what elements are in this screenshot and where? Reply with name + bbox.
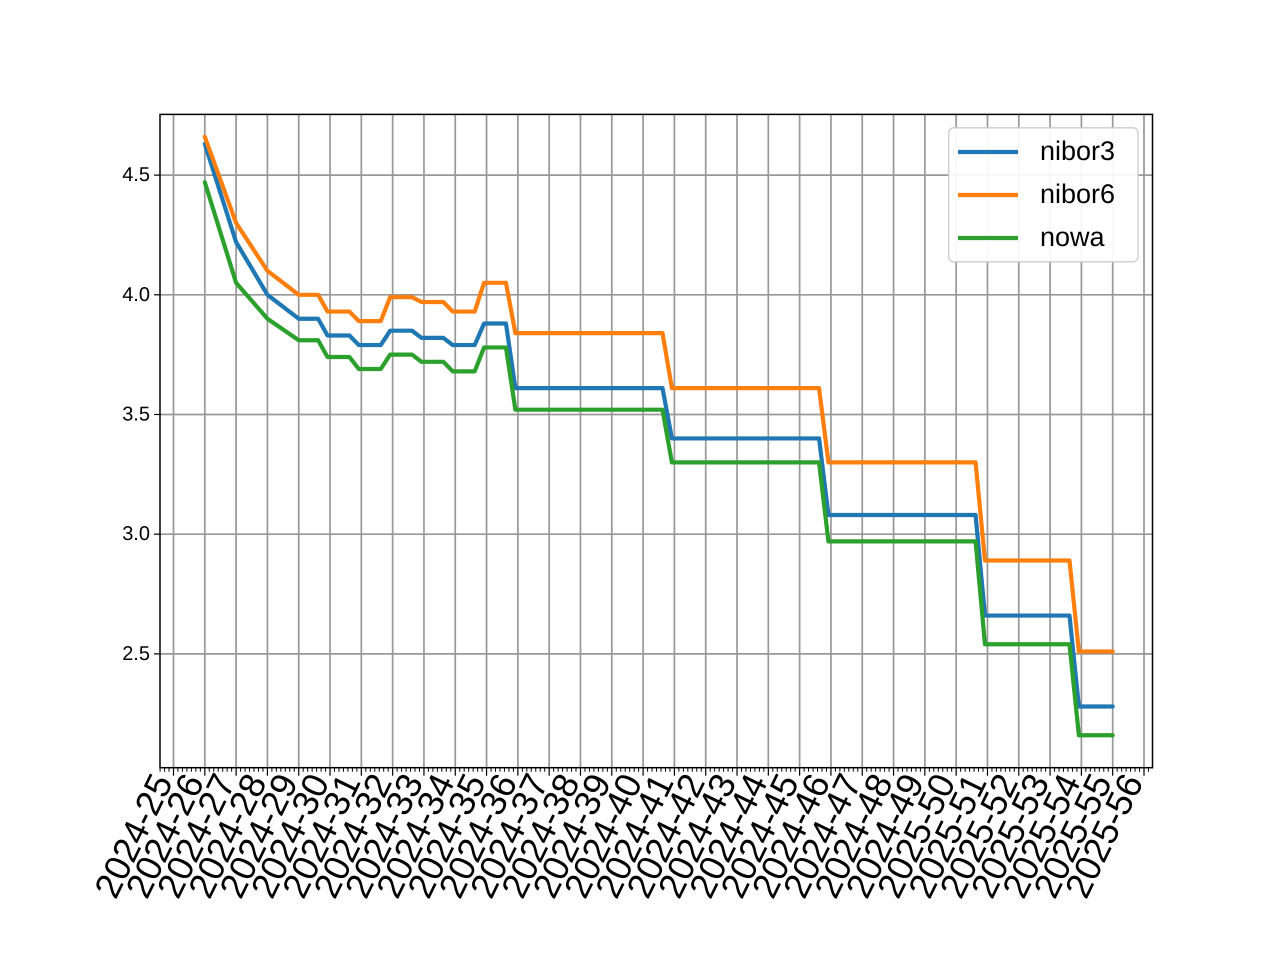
svg-text:4.5: 4.5 <box>122 164 150 186</box>
svg-text:nibor3: nibor3 <box>1040 136 1115 166</box>
svg-text:nowa: nowa <box>1040 222 1106 252</box>
svg-text:3.0: 3.0 <box>122 523 150 545</box>
svg-text:nibor6: nibor6 <box>1040 179 1115 209</box>
svg-text:3.5: 3.5 <box>122 403 150 425</box>
svg-text:2.5: 2.5 <box>122 643 150 665</box>
svg-text:4.0: 4.0 <box>122 284 150 306</box>
